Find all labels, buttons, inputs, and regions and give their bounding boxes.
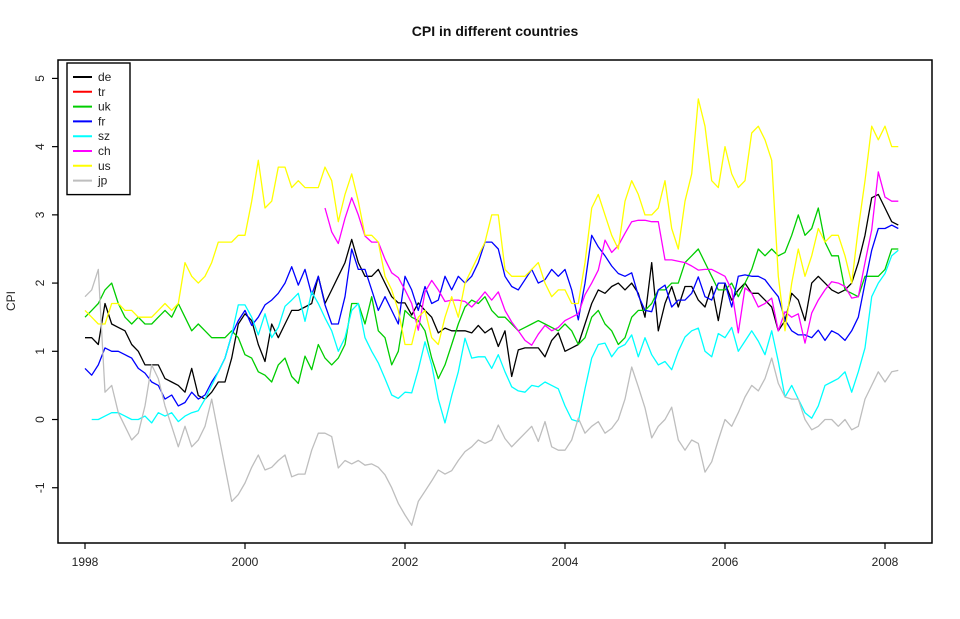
- y-tick-label: 3: [33, 211, 47, 218]
- legend-label-fr: fr: [98, 114, 105, 128]
- x-tick-label: 2006: [712, 555, 739, 569]
- y-tick-label: -1: [33, 482, 47, 493]
- plot-frame: [57, 59, 933, 544]
- series-line-ch: [324, 171, 899, 346]
- legend-label-us: us: [98, 159, 111, 173]
- chart-title: CPI in different countries: [412, 23, 579, 39]
- legend-box: [66, 62, 131, 196]
- legend-label-de: de: [98, 70, 112, 84]
- y-tick-label: 0: [33, 416, 47, 423]
- y-tick-label: 5: [33, 75, 47, 82]
- x-tick-label: 2000: [232, 555, 259, 569]
- series-line-us: [84, 98, 899, 346]
- series-lines: [84, 98, 899, 526]
- y-tick-label: 2: [33, 279, 47, 286]
- series-line-sz: [91, 249, 899, 424]
- legend-label-ch: ch: [98, 144, 111, 158]
- x-tick-label: 1998: [72, 555, 99, 569]
- legend-label-uk: uk: [98, 100, 112, 114]
- plot-border: [57, 59, 933, 544]
- axes: 1998 2000 2002 2004 2006 2008 -1 0 1 2 3 4 5: [33, 75, 899, 569]
- legend-label-sz: sz: [98, 129, 110, 143]
- x-tick-label: 2008: [872, 555, 899, 569]
- series-line-de: [85, 193, 899, 400]
- legend-label-tr: tr: [98, 85, 105, 99]
- y-axis-label: CPI: [4, 291, 18, 311]
- series-line-uk: [84, 207, 899, 385]
- x-tick-label: 2002: [392, 555, 419, 569]
- x-tick-label: 2004: [552, 555, 579, 569]
- legend-label-jp: jp: [97, 174, 108, 188]
- y-tick-label: 4: [33, 143, 47, 150]
- y-tick-label: 1: [33, 348, 47, 355]
- series-line-jp: [84, 268, 899, 526]
